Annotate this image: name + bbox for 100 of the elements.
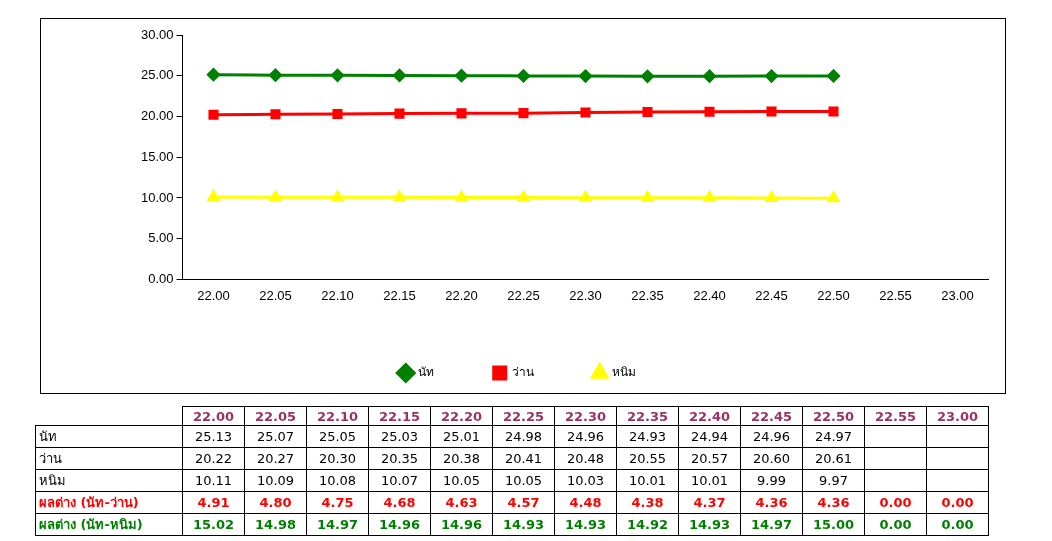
data-label: 9.97: [802, 469, 865, 492]
x-tick-label: 22.50: [817, 287, 850, 303]
data-label: 25.07: [244, 425, 307, 448]
text: 0.00: [926, 513, 989, 536]
point: [270, 109, 281, 120]
category-label: 22.25: [502, 408, 545, 424]
data-label: 10.03: [554, 469, 617, 492]
x-tick-label: 22.35: [631, 287, 664, 303]
text: 4.75: [306, 491, 369, 514]
y-tick-label: 30.00: [140, 26, 174, 42]
x-tick-label: 22.40: [693, 287, 726, 303]
point: [827, 191, 840, 203]
y-tick-label: 0.00: [148, 270, 174, 286]
point: [828, 106, 839, 117]
data-label: 24.96: [554, 425, 617, 448]
category-label: 22.15: [378, 408, 421, 424]
text: 4.36: [740, 491, 803, 514]
data-label: 10.08: [306, 469, 369, 492]
data-label: 24.96: [740, 425, 803, 448]
x-tick-label: 22.05: [259, 287, 292, 303]
x-tick-label: 22.55: [879, 287, 912, 303]
data-label: 20.41: [492, 447, 555, 470]
data-label: 24.97: [802, 425, 865, 448]
text: 14.93: [678, 513, 741, 536]
text: ผลต่าง (นัท-ว่าน): [35, 491, 183, 514]
data-label: 25.01: [430, 425, 493, 448]
text: ผลต่าง (นัท-หนิม): [35, 513, 183, 536]
data-label: 10.05: [430, 469, 493, 492]
category-label: 22.40: [688, 408, 731, 424]
x-tick-label: 22.10: [321, 287, 354, 303]
y-tick-label: 10.00: [140, 189, 174, 205]
point: [455, 69, 468, 83]
x-tick-label: 22.30: [569, 287, 602, 303]
text: 0.00: [864, 513, 927, 536]
point: [269, 68, 282, 82]
category-label: 22.50: [812, 408, 855, 424]
data-label: 24.94: [678, 425, 741, 448]
text: 4.68: [368, 491, 431, 514]
point: [703, 69, 716, 83]
point: [579, 69, 592, 83]
point: [394, 108, 405, 119]
legend-label: นัท: [417, 365, 434, 380]
point: [393, 190, 406, 202]
point: [207, 68, 220, 82]
x-tick-label: 22.15: [383, 287, 416, 303]
y-tick-label: 15.00: [140, 148, 174, 164]
text: 14.96: [430, 513, 493, 536]
y-tick-label: 25.00: [140, 67, 174, 83]
category-label: 22.45: [750, 408, 793, 424]
text: 14.97: [740, 513, 803, 536]
data-label: 20.61: [802, 447, 865, 470]
point: [765, 191, 778, 203]
text: 4.48: [554, 491, 617, 514]
point: [269, 190, 282, 202]
category-label: 22.20: [440, 408, 483, 424]
x-tick-label: 22.20: [445, 287, 478, 303]
x-tick-label: 22.00: [197, 287, 230, 303]
legend-label: ว่าน: [511, 365, 534, 380]
text: 0.00: [864, 491, 927, 514]
text: 14.93: [554, 513, 617, 536]
data-label: 20.27: [244, 447, 307, 470]
data-label: 25.05: [306, 425, 369, 448]
text: 14.98: [244, 513, 307, 536]
data-label: 10.09: [244, 469, 307, 492]
category-label: 22.05: [254, 408, 297, 424]
point: [766, 106, 777, 117]
text: ว่าน: [39, 451, 62, 466]
x-tick-label: 22.45: [755, 287, 788, 303]
text: 0.00: [926, 491, 989, 514]
text: 4.80: [244, 491, 307, 514]
data-label: 25.03: [368, 425, 431, 448]
data-label: 20.30: [306, 447, 369, 470]
text: 4.38: [616, 491, 679, 514]
category-label: 22.10: [316, 408, 359, 424]
point: [517, 69, 530, 83]
text: 14.96: [368, 513, 431, 536]
category-label: 22.35: [626, 408, 669, 424]
data-label: 10.01: [616, 469, 679, 492]
data-label: 20.22: [182, 447, 245, 470]
text: 15.00: [802, 513, 865, 536]
point: [331, 190, 344, 202]
data-label: 10.11: [182, 469, 245, 492]
category-label: 22.00: [192, 408, 235, 424]
data-label: 10.01: [678, 469, 741, 492]
text: 4.63: [430, 491, 493, 514]
category-label: 22.30: [564, 408, 607, 424]
data-label: 20.38: [430, 447, 493, 470]
text: หนิม: [39, 473, 66, 488]
data-label: 20.35: [368, 447, 431, 470]
y-tick-label: 5.00: [148, 230, 174, 246]
point: [208, 109, 219, 120]
data-label: 20.48: [554, 447, 617, 470]
x-tick-label: 22.25: [507, 287, 540, 303]
text: 14.97: [306, 513, 369, 536]
data-label: 20.55: [616, 447, 679, 470]
point: [580, 107, 591, 118]
point: [331, 68, 344, 82]
y-tick-label: 20.00: [140, 108, 174, 124]
data-label: 24.93: [616, 425, 679, 448]
category-label: 22.55: [874, 408, 917, 424]
